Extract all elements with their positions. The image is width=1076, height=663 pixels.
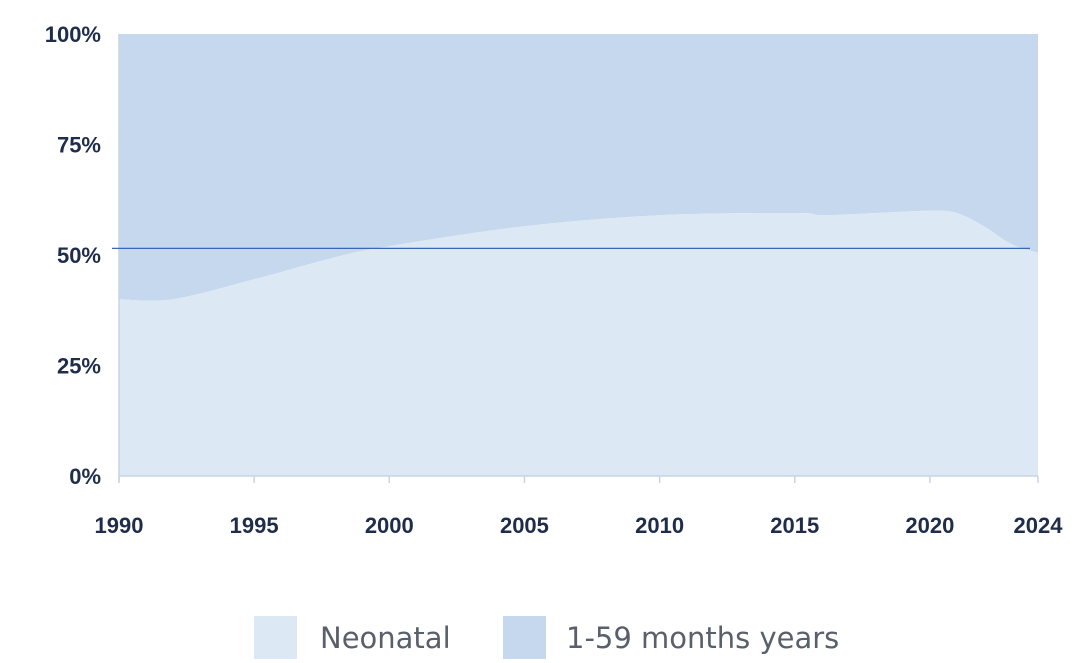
area-series-1-59-months <box>119 34 1038 301</box>
plot-area <box>112 34 1038 482</box>
x-tick-label: 2005 <box>500 513 549 538</box>
legend: Neonatal 1-59 months years <box>254 616 839 659</box>
x-tick-label: 2010 <box>635 513 684 538</box>
x-tick-label: 2015 <box>770 513 819 538</box>
x-tick-label: 2020 <box>905 513 954 538</box>
legend-swatch <box>254 616 297 659</box>
x-tick-label: 1990 <box>95 513 144 538</box>
area-series-neonatal <box>119 210 1038 476</box>
y-tick-label: 0% <box>69 464 101 489</box>
y-tick-label: 75% <box>57 133 101 158</box>
x-tick-label: 1995 <box>230 513 279 538</box>
y-tick-label: 50% <box>57 243 101 268</box>
legend-label: 1-59 months years <box>566 621 839 655</box>
y-tick-label: 25% <box>57 354 101 379</box>
x-tick-label: 2000 <box>365 513 414 538</box>
legend-label: Neonatal <box>320 621 451 655</box>
legend-swatch <box>503 616 546 659</box>
y-axis-ticks: 0% 25% 50% 75% 100% <box>45 22 101 489</box>
x-tick-label: 2024 <box>1014 513 1064 538</box>
y-tick-label: 100% <box>45 22 101 47</box>
x-axis-ticks: 1990 1995 2000 2005 2010 2015 2020 2024 <box>95 476 1064 538</box>
